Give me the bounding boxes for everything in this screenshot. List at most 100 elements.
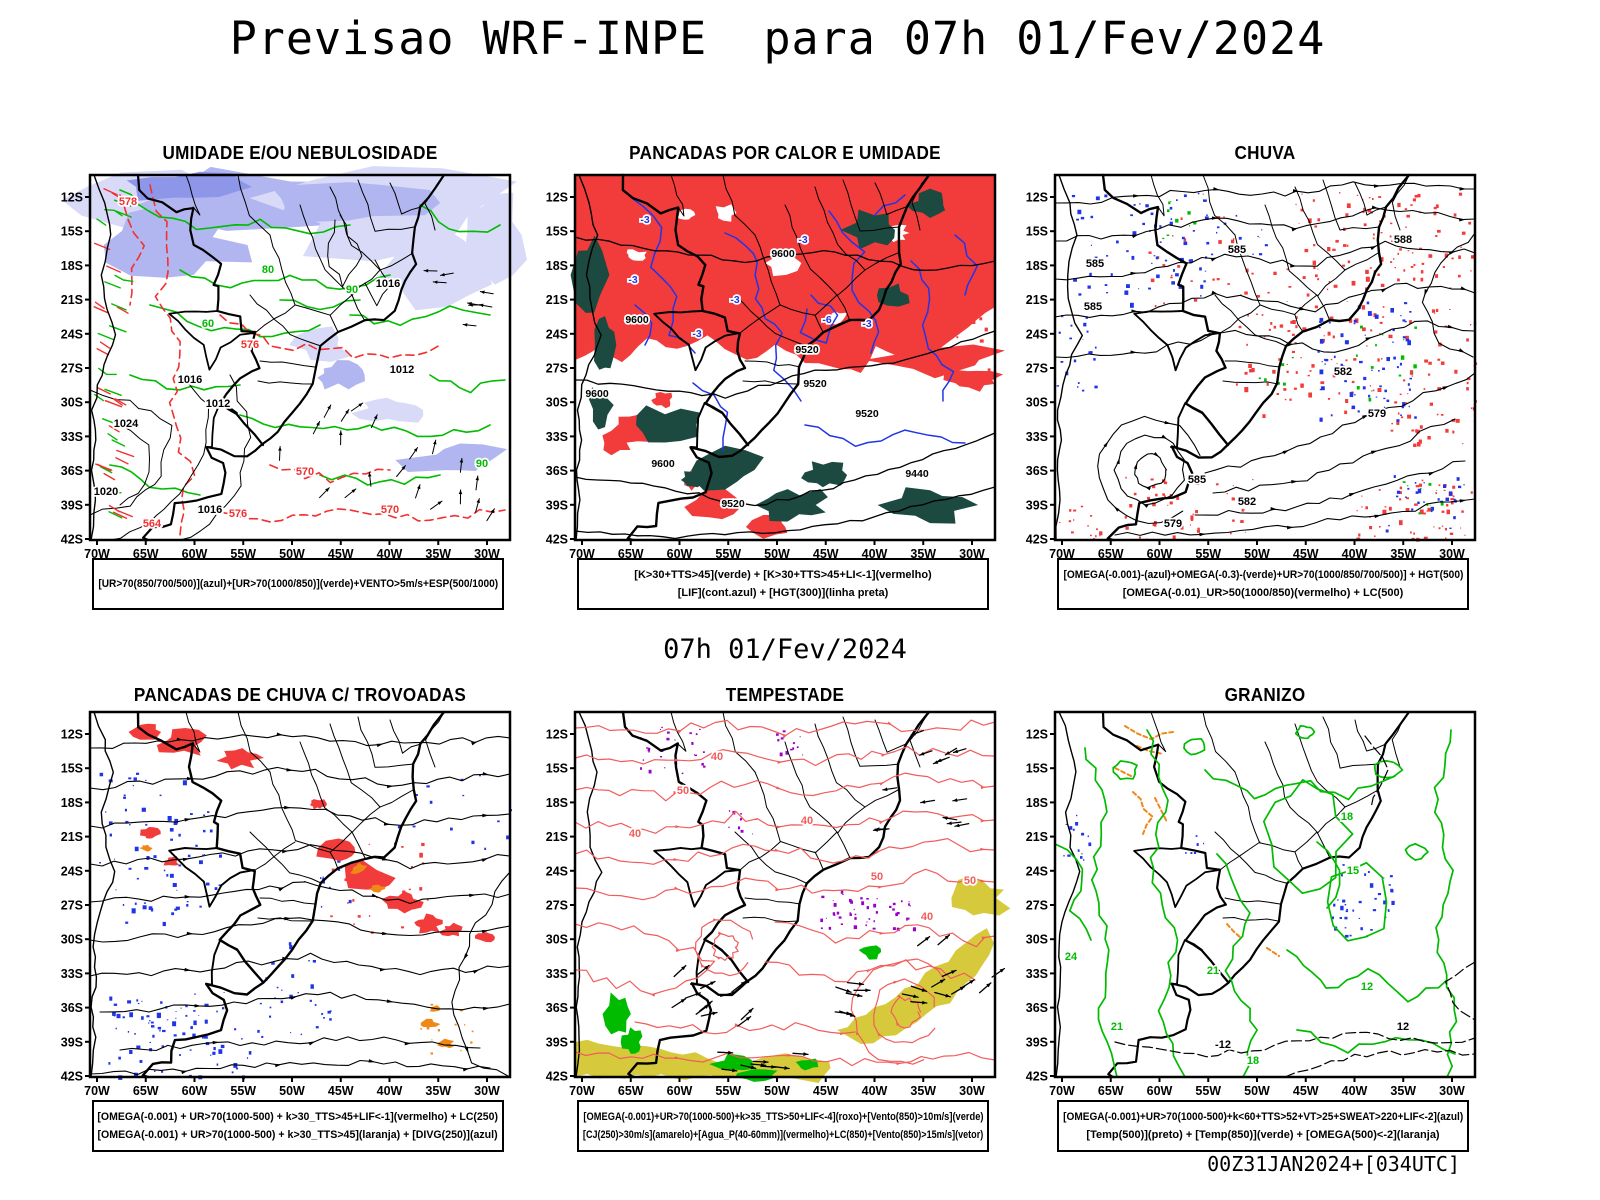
contour-label: 1016 [376, 278, 400, 290]
contour-label: -3 [628, 274, 637, 286]
contour-label: 40 [921, 911, 933, 923]
map-svg-granizo: 18 15 21 18 12 24 21 -12 12 12S 15S 18S 21S 24S 27S 30S… [1026, 710, 1477, 1098]
panel-umidade: UMIDADE E/OU NEBULOSIDADE 578 576 576 570 57… [61, 143, 527, 658]
lat-tick-label: 42S [546, 1070, 568, 1084]
lat-tick-label: 15S [546, 225, 568, 239]
lon-tick-label: 65W [1098, 547, 1124, 561]
panel-title-chuva: CHUVA [1234, 143, 1296, 163]
contour-label: 9520 [721, 498, 745, 510]
contour-label: -3 [640, 214, 649, 226]
lat-tick-label: 30S [61, 396, 83, 410]
temp500-black-contours [1114, 735, 1476, 1078]
contour-label: 24 [1065, 951, 1078, 963]
lon-tick-label: 30W [474, 1084, 500, 1098]
lat-tick-label: 24S [546, 327, 568, 341]
contour-label: 1012 [390, 364, 414, 376]
basemap [575, 173, 931, 542]
lat-tick-label: 33S [1026, 967, 1048, 981]
panel-title-granizo: GRANIZO [1224, 685, 1306, 705]
lon-tick-label: 60W [667, 547, 693, 561]
contour-label: 9600 [585, 388, 609, 400]
lat-tick-label: 12S [1026, 191, 1048, 205]
map-svg-umidade: 578 576 576 570 570 564 80 90 60 90 1016 1016 1012 10… [61, 166, 527, 561]
contour-labels: 40 50 40 50 40 50 40 [627, 749, 978, 925]
legend-line: [LIF](cont.azul) + [HGT(300)](linha pret… [677, 586, 889, 599]
contour-label: 578 [119, 196, 137, 208]
lon-tick-label: 50W [1244, 547, 1270, 561]
legend-line: [OMEGA(-0.001)+UR>70(1000-500)+k<60+TTS>… [1062, 1111, 1464, 1123]
pancadas-calor-fields [570, 175, 1005, 540]
lat-tick-label: 15S [61, 225, 83, 239]
vento850-vectors [671, 730, 1006, 1073]
lon-tick-label: 60W [667, 1084, 693, 1098]
lat-tick-label: 15S [61, 762, 83, 776]
lon-tick-label: 60W [182, 1084, 208, 1098]
legend-line: [OMEGA(-0.01)_UR>50(1000/850)(vermelho) … [1122, 586, 1404, 599]
contour-label: -3 [692, 328, 701, 340]
lat-tick-label: 24S [546, 864, 568, 878]
contour-label: 12 [1361, 981, 1373, 993]
lat-tick-label: 30S [546, 933, 568, 947]
lon-tick-label: 40W [1342, 1084, 1368, 1098]
map-pancadas-trovoadas: 12S 15S 18S 21S 24S 27S 30S 33S 36S 39S 42S 70W 65W 6… [61, 710, 512, 1098]
lon-tick-label: 60W [1147, 547, 1173, 561]
contour-label: 1020 [94, 486, 118, 498]
lat-tick-label: 36S [546, 464, 568, 478]
lon-tick-label: 70W [1049, 1084, 1075, 1098]
contour-label: 582 [1238, 496, 1256, 508]
lon-tick-label: 30W [1439, 547, 1465, 561]
legend-line: [OMEGA(-0.001) + UR>70(1000-500) + k>30_… [97, 1128, 499, 1141]
valid-time-label: 07h 01/Fev/2024 [663, 634, 907, 665]
lon-tick-label: 45W [1293, 547, 1319, 561]
lon-tick-label: 30W [474, 547, 500, 561]
lat-tick-label: 27S [1026, 899, 1048, 913]
contour-label: 585 [1228, 244, 1246, 256]
legend-tempestade: [OMEGA(-0.001)+UR>70(1000-500)+k>35_TTS>… [577, 1100, 989, 1152]
lon-tick-label: 60W [182, 547, 208, 561]
lat-tick-label: 42S [1026, 1070, 1048, 1084]
lat-tick-label: 39S [1026, 498, 1048, 512]
lat-tick-label: 12S [546, 191, 568, 205]
contour-label: 1024 [114, 418, 139, 430]
lat-tick-label: 18S [546, 796, 568, 810]
contour-label: 570 [381, 504, 399, 516]
lon-tick-label: 55W [715, 1084, 741, 1098]
lat-tick-label: 42S [61, 533, 83, 547]
contour-label: 9440 [905, 468, 929, 480]
lon-tick-label: 65W [133, 1084, 159, 1098]
legend-pancadas-trovoadas: [OMEGA(-0.001) + UR>70(1000-500) + k>30_… [92, 1100, 504, 1152]
lon-tick-label: 30W [959, 547, 985, 561]
contour-label: -6 [822, 314, 831, 326]
contour-label: 15 [1347, 865, 1359, 877]
legend-pancadas-calor: [K>30+TTS>45](verde) + [K>30+TTS>45+LI<-… [577, 558, 989, 610]
contour-label: 576 [229, 508, 247, 520]
contour-label: 1016 [198, 504, 222, 516]
lon-tick-label: 50W [764, 547, 790, 561]
lat-tick-label: 24S [61, 327, 83, 341]
lat-tick-label: 42S [546, 533, 568, 547]
lon-tick-label: 35W [425, 1084, 451, 1098]
lat-tick-label: 18S [61, 796, 83, 810]
umidade-fields [61, 166, 527, 541]
lat-tick-label: 36S [1026, 464, 1048, 478]
contour-label: 9600 [771, 248, 795, 260]
lon-tick-label: 60W [1147, 1084, 1173, 1098]
contour-label: 12 [1397, 1021, 1409, 1033]
contour-label: 585 [1086, 258, 1104, 270]
contour-label: 90 [476, 458, 488, 470]
legend-line: [OMEGA(-0.001)-(azul)+OMEGA(-0.3)-(verde… [1063, 569, 1463, 581]
contour-label: 579 [1368, 408, 1386, 420]
map-chuva: 588 585 585 585 582 579 585 582 579 12S 15S 18S 21S 2… [1026, 173, 1478, 561]
contour-label: 18 [1247, 1055, 1259, 1067]
contour-label: 80 [262, 264, 274, 276]
model-run-label: 00Z31JAN2024+[034UTC] [1207, 1152, 1460, 1176]
lc250-streamlines [89, 732, 511, 1077]
basemap [90, 710, 446, 1079]
lat-tick-label: 39S [546, 1035, 568, 1049]
lat-tick-label: 42S [1026, 533, 1048, 547]
lon-tick-label: 65W [133, 547, 159, 561]
lon-tick-label: 55W [230, 1084, 256, 1098]
